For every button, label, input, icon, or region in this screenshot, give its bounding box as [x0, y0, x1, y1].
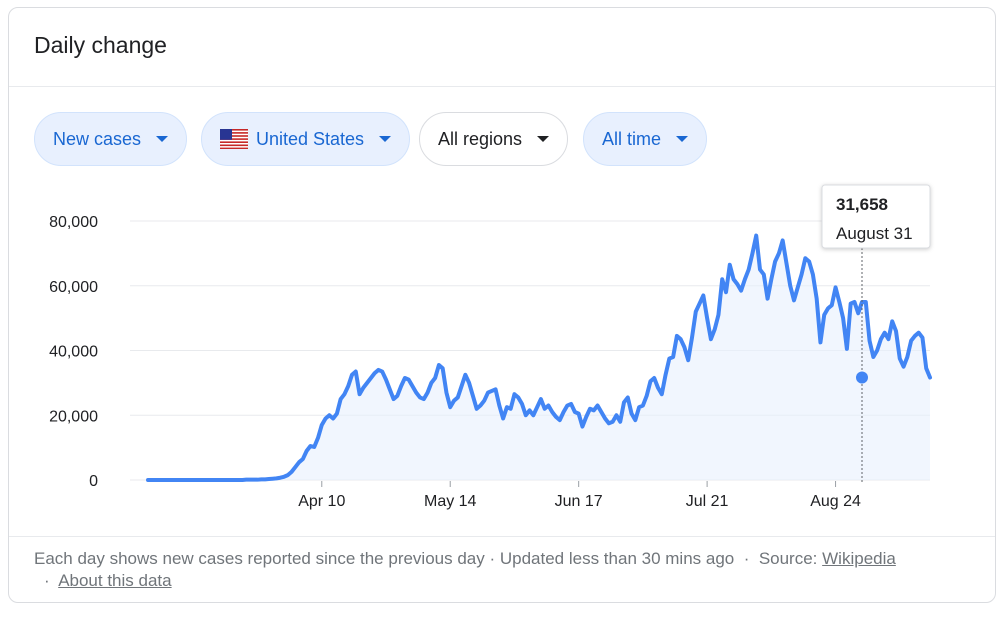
footer-note: Each day shows new cases reported since … — [34, 548, 974, 592]
country-dropdown[interactable]: United States — [201, 112, 411, 166]
y-tick-label: 80,000 — [49, 214, 98, 231]
footer-separator: · — [743, 549, 750, 568]
chart-tooltip: 31,658 August 31 — [821, 184, 931, 249]
source-label: Source: — [758, 549, 818, 568]
us-flag-icon — [220, 129, 248, 149]
highlight-point[interactable] — [856, 371, 868, 384]
x-axis-labels: Apr 10 May 14 Jun 17 Jul 21 Aug 24 — [298, 481, 861, 510]
source-link[interactable]: Wikipedia — [822, 549, 896, 568]
x-tick-label: Aug 24 — [810, 493, 861, 510]
y-tick-label: 0 — [89, 473, 98, 490]
header-divider — [9, 86, 995, 87]
series-area — [148, 235, 930, 480]
time-range-dropdown-label: All time — [602, 128, 662, 149]
footer-separator: · — [44, 571, 50, 590]
y-tick-label: 40,000 — [49, 344, 98, 361]
series-line — [146, 233, 932, 482]
y-tick-label: 20,000 — [49, 408, 98, 425]
footer-divider — [9, 536, 995, 537]
region-dropdown[interactable]: All regions — [419, 112, 569, 166]
y-axis-labels: 0 20,000 40,000 60,000 80,000 — [49, 214, 98, 490]
tooltip-box — [821, 184, 931, 249]
region-dropdown-label: All regions — [438, 128, 523, 149]
about-data-link[interactable]: About this data — [58, 571, 172, 590]
metric-dropdown[interactable]: New cases — [34, 112, 188, 166]
x-tick-label: May 14 — [424, 493, 477, 510]
x-tick-label: Apr 10 — [298, 493, 345, 510]
time-range-dropdown[interactable]: All time — [583, 112, 708, 166]
tooltip-value: 31,658 — [836, 195, 888, 214]
chevron-down-icon — [676, 136, 689, 142]
chevron-down-icon — [537, 136, 550, 142]
chevron-down-icon — [379, 136, 392, 142]
card-title: Daily change — [34, 32, 167, 58]
footer-text: Each day shows new cases reported since … — [34, 549, 735, 568]
chevron-down-icon — [156, 136, 169, 142]
tooltip-date: August 31 — [836, 224, 913, 243]
y-tick-label: 60,000 — [49, 279, 98, 296]
country-dropdown-label: United States — [256, 128, 365, 149]
metric-dropdown-label: New cases — [53, 128, 142, 149]
x-tick-label: Jul 21 — [686, 493, 729, 510]
x-tick-label: Jun 17 — [555, 493, 603, 510]
